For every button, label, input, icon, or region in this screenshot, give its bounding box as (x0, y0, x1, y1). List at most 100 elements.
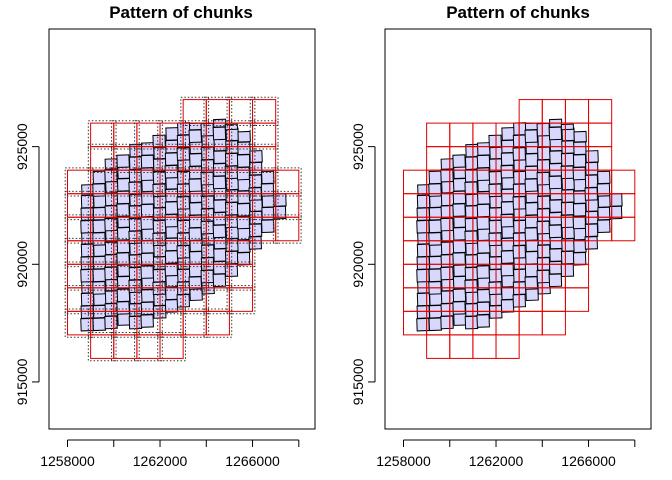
lidar-tile (164, 262, 178, 277)
lidar-tile (452, 154, 466, 168)
lidar-tile (476, 216, 490, 230)
lidar-tile (476, 265, 490, 279)
lidar-tile (200, 269, 215, 284)
lidar-tile (561, 189, 575, 203)
lidar-tile (92, 268, 107, 283)
lidar-tile (452, 301, 466, 315)
lidar-tile (200, 220, 215, 235)
chart-title: Pattern of chunks (446, 3, 590, 22)
lidar-tile (177, 219, 191, 234)
chart-panel-left: Pattern of chunks 1258000 1262000 1266000 9… (14, 3, 316, 469)
x-tick-label: 1266000 (561, 453, 616, 469)
lidar-tile (549, 248, 563, 262)
lidar-tile (548, 273, 563, 288)
lidar-tile (525, 250, 539, 265)
lidar-tile (525, 153, 539, 167)
x-axis: 1258000 1262000 1266000 (376, 439, 636, 469)
chunk-outline (611, 216, 636, 242)
lidar-tile (572, 251, 587, 266)
lidar-tile (200, 171, 215, 186)
lidar-tile (440, 315, 454, 330)
lidar-tile (248, 174, 263, 189)
lidar-tile (452, 288, 467, 303)
lidar-tile (177, 170, 191, 185)
lidar-tile (128, 303, 143, 317)
lidar-tile (513, 170, 527, 185)
x-tick-label: 1262000 (469, 453, 524, 469)
lidar-tile (165, 127, 179, 141)
lidar-tile (500, 299, 515, 313)
lidar-tile (464, 205, 479, 219)
lidar-tile (80, 292, 95, 307)
lidar-tile (188, 178, 203, 192)
y-tick-label: 920000 (350, 241, 366, 288)
lidar-tile (477, 239, 491, 254)
lidar-tile (188, 122, 203, 131)
lidar-tile (201, 195, 215, 210)
chunk-outline (518, 310, 543, 336)
lidar-tile (513, 219, 527, 234)
lidar-tile (476, 203, 491, 218)
lidar-tile (213, 199, 227, 213)
chunk-layer (403, 99, 636, 359)
lidar-tile (236, 251, 251, 266)
lidar-tile (488, 170, 503, 185)
lidar-tile (597, 219, 611, 234)
lidar-tile (212, 211, 227, 226)
lidar-tile (537, 244, 551, 259)
lidar-tile (428, 206, 443, 221)
lidar-tile (116, 252, 130, 266)
lidar-tile (440, 241, 455, 256)
lidar-tile (416, 292, 431, 307)
lidar-tile (92, 183, 106, 197)
lidar-tile (584, 223, 599, 238)
lidar-tile (476, 314, 490, 328)
lidar-tile (140, 203, 155, 218)
lidar-tile (141, 239, 155, 254)
lidar-tile (189, 202, 203, 216)
lidar-tile (524, 129, 539, 144)
lidar-tile (440, 290, 455, 305)
lidar-tile (452, 275, 467, 290)
lidar-tile (572, 166, 587, 181)
lidar-tile (536, 220, 551, 235)
lidar-tile (488, 219, 503, 234)
lidar-tile (261, 219, 275, 234)
lidar-tile (428, 317, 443, 332)
plot-frame (48, 28, 316, 430)
lidar-tile (573, 190, 587, 205)
lidar-tile (500, 201, 515, 215)
lidar-tile (164, 201, 179, 215)
y-axis: 915000 920000 925000 (350, 123, 376, 405)
lidar-tile (128, 266, 143, 281)
lidar-tile (189, 153, 203, 167)
lidar-tile (440, 158, 454, 170)
lidar-tile (560, 165, 575, 180)
lidar-tile (416, 219, 430, 234)
lidar-tile (237, 190, 251, 205)
lidar-tile (548, 260, 563, 275)
lidar-tile (500, 164, 514, 179)
lidar-tile (524, 178, 539, 192)
chunk-outline (426, 334, 451, 359)
lidar-tile (477, 142, 491, 156)
lidar-tile (80, 317, 94, 332)
lidar-tile (500, 213, 514, 228)
lidar-tile (428, 268, 443, 283)
y-tick-label: 925000 (14, 123, 30, 170)
lidar-tile (440, 254, 455, 268)
lidar-tile (128, 168, 143, 183)
lidar-tile (164, 164, 178, 179)
lidar-tile (201, 244, 215, 259)
lidar-tile (165, 286, 179, 301)
lidar-tile (141, 288, 155, 303)
lidar-tile (428, 183, 442, 197)
lidar-tile (416, 243, 431, 258)
lidar-tile (140, 154, 155, 169)
lidar-tile (80, 305, 94, 319)
lidar-tile (128, 217, 143, 232)
lidar-tile (237, 130, 251, 143)
lidar-tile (525, 202, 539, 216)
chart-panel-right: Pattern of chunks 1258000 1262000 1266000 9… (350, 3, 652, 469)
lidar-tile (464, 230, 478, 245)
